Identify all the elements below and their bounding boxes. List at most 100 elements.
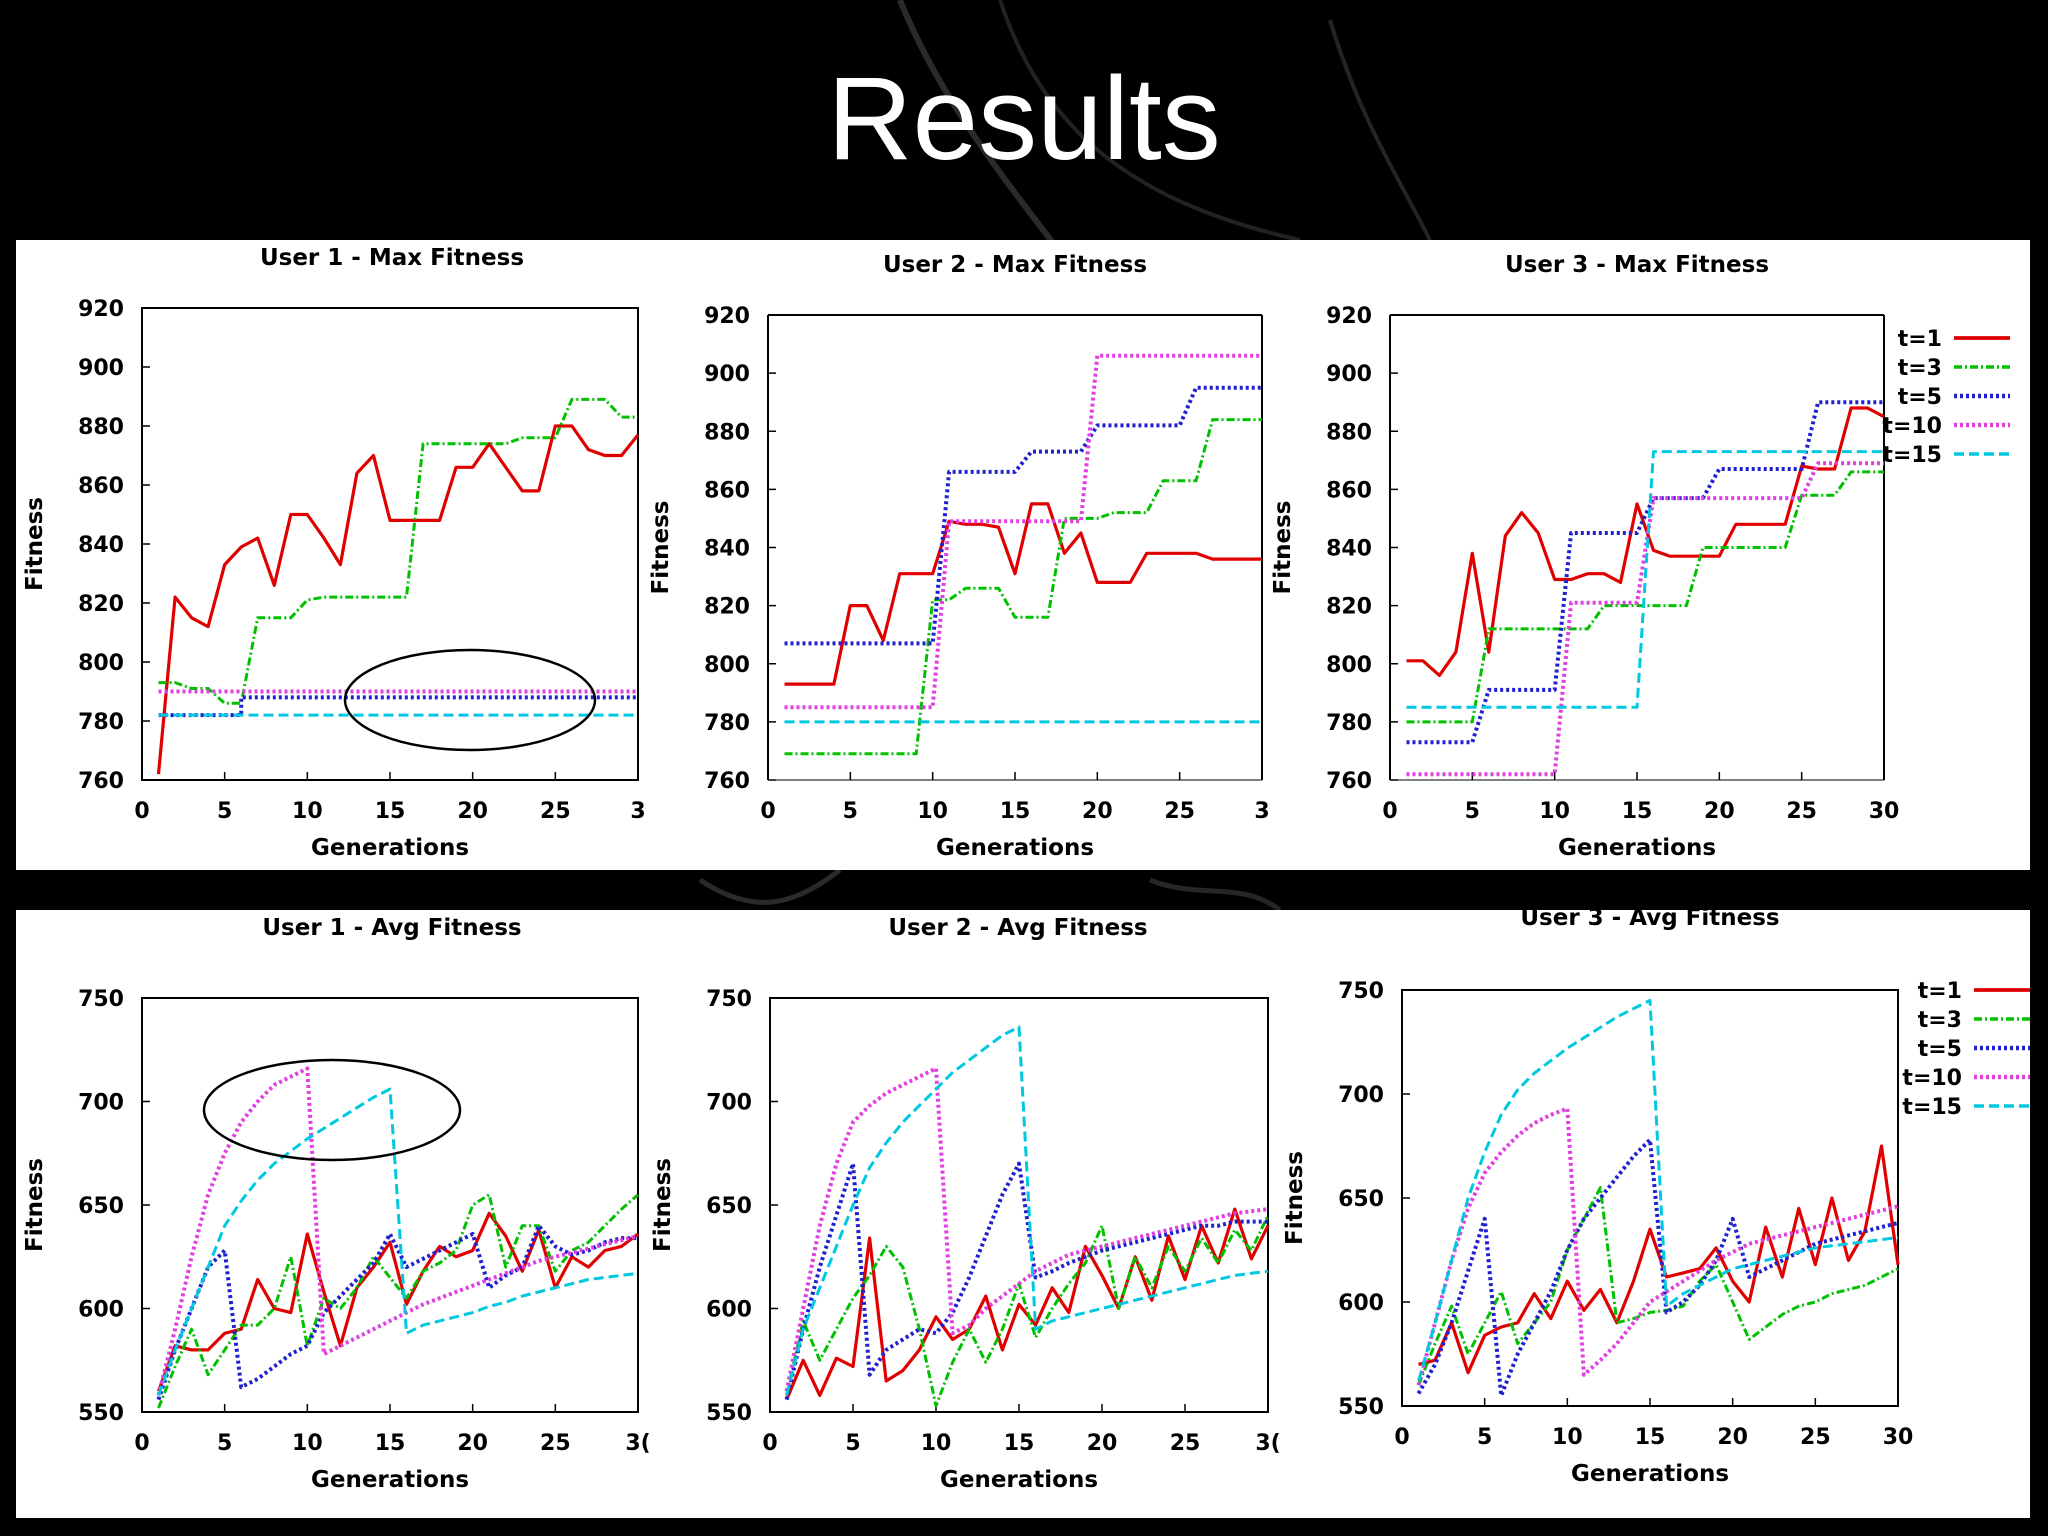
x-tick-label: 10 xyxy=(292,799,323,824)
y-tick-label: 600 xyxy=(706,1298,752,1323)
slide-title: Results xyxy=(827,53,1221,185)
x-axis-label: Generations xyxy=(311,835,469,861)
y-tick-label: 750 xyxy=(78,987,124,1012)
x-tick-label: 10 xyxy=(292,1431,323,1456)
series-line-5 xyxy=(785,1025,1269,1396)
x-tick-label: 10 xyxy=(1539,799,1570,824)
y-tick-label: 920 xyxy=(704,304,750,329)
x-tick-label: 5 xyxy=(217,1431,232,1456)
y-tick-label: 920 xyxy=(78,297,124,322)
x-tick-label: 3( xyxy=(1255,1431,1280,1456)
y-tick-label: 880 xyxy=(704,420,750,445)
y-tick-label: 840 xyxy=(704,537,750,562)
x-tick-label: 0 xyxy=(760,799,775,824)
y-tick-label: 650 xyxy=(78,1194,124,1219)
y-tick-label: 750 xyxy=(706,987,752,1012)
series-line-5 xyxy=(1406,450,1884,709)
x-axis-label: Generations xyxy=(1558,835,1716,861)
y-tick-label: 800 xyxy=(704,653,750,678)
y-tick-label: 920 xyxy=(1326,304,1372,329)
y-tick-label: 780 xyxy=(1326,711,1372,736)
y-axis-label: Fitness xyxy=(1270,501,1296,595)
x-axis-label: Generations xyxy=(940,1467,1098,1493)
x-tick-label: 25 xyxy=(1786,799,1817,824)
y-tick-label: 700 xyxy=(706,1091,752,1116)
legend-label: t=15 xyxy=(1882,443,1942,468)
y-tick-label: 820 xyxy=(78,592,124,617)
series-line-4 xyxy=(784,353,1262,710)
plot-frame xyxy=(769,997,1269,1413)
y-axis-label: Fitness xyxy=(650,1158,676,1252)
legend-label: t=10 xyxy=(1882,414,1942,439)
series-line-3 xyxy=(784,1161,1268,1401)
x-tick-label: 15 xyxy=(1622,799,1653,824)
y-axis-label: Fitness xyxy=(22,497,48,591)
y-tick-label: 550 xyxy=(78,1401,124,1426)
series-line-3 xyxy=(1416,1137,1899,1398)
legend-label: t=5 xyxy=(1918,1037,1962,1062)
series-line-2 xyxy=(1406,470,1884,724)
y-tick-label: 800 xyxy=(78,651,124,676)
x-tick-label: 3 xyxy=(1254,799,1269,824)
series-line-5 xyxy=(157,1087,639,1396)
series-line-2 xyxy=(1417,1186,1899,1386)
y-tick-label: 550 xyxy=(1338,1395,1384,1420)
series-line-3 xyxy=(158,695,638,718)
x-tick-label: 0 xyxy=(134,1431,149,1456)
y-tick-label: 600 xyxy=(78,1298,124,1323)
y-tick-label: 820 xyxy=(1326,595,1372,620)
x-axis-label: Generations xyxy=(936,835,1094,861)
series-line-4 xyxy=(156,1066,639,1396)
x-tick-label: 10 xyxy=(1552,1425,1583,1450)
y-tick-label: 900 xyxy=(78,356,124,381)
x-tick-label: 20 xyxy=(1704,799,1735,824)
legend-label: t=15 xyxy=(1902,1095,1962,1120)
chart-title: User 2 - Avg Fitness xyxy=(888,915,1147,941)
x-tick-label: 15 xyxy=(1635,1425,1666,1450)
x-tick-label: 5 xyxy=(217,799,232,824)
plot-frame xyxy=(1401,989,1899,1407)
x-tick-label: 20 xyxy=(457,799,488,824)
x-tick-label: 30 xyxy=(1883,1425,1914,1450)
series-line-3 xyxy=(784,385,1262,646)
legend-label: t=3 xyxy=(1898,356,1942,381)
x-axis-label: Generations xyxy=(311,1467,469,1493)
chart-title: User 1 - Avg Fitness xyxy=(262,915,521,941)
x-tick-label: 25 xyxy=(1800,1425,1831,1450)
series-line-1 xyxy=(1406,406,1885,678)
y-tick-label: 880 xyxy=(78,415,124,440)
x-tick-label: 3( xyxy=(625,1431,650,1456)
x-tick-label: 0 xyxy=(762,1431,777,1456)
y-tick-label: 550 xyxy=(706,1401,752,1426)
x-tick-label: 5 xyxy=(845,1431,860,1456)
legend-label: t=5 xyxy=(1898,385,1942,410)
y-axis-label: Fitness xyxy=(648,501,674,595)
x-tick-label: 20 xyxy=(1717,1425,1748,1450)
y-tick-label: 900 xyxy=(1326,362,1372,387)
series-line-2 xyxy=(158,397,638,705)
y-tick-label: 860 xyxy=(78,474,124,499)
series-line-1 xyxy=(1418,1144,1900,1375)
series-line-2 xyxy=(157,1193,639,1409)
x-tick-label: 5 xyxy=(1465,799,1480,824)
y-tick-label: 760 xyxy=(1326,769,1372,794)
y-axis-label: Fitness xyxy=(1282,1151,1308,1245)
chart-title: User 3 - Avg Fitness xyxy=(1520,905,1779,931)
chart-1: User 1 - Max Fitness Generations Fitness 0 5… xyxy=(22,245,646,861)
y-tick-label: 800 xyxy=(1326,653,1372,678)
chart-title: User 1 - Max Fitness xyxy=(260,245,524,271)
x-tick-label: 0 xyxy=(1394,1425,1409,1450)
y-tick-label: 760 xyxy=(704,769,750,794)
x-tick-label: 3 xyxy=(630,799,645,824)
y-tick-label: 700 xyxy=(1338,1083,1384,1108)
legend-label: t=3 xyxy=(1918,1008,1962,1033)
legend-label: t=10 xyxy=(1902,1066,1962,1091)
y-tick-label: 860 xyxy=(704,478,750,503)
chart-title: User 2 - Max Fitness xyxy=(883,252,1147,278)
series-line-2 xyxy=(785,1214,1270,1408)
x-tick-label: 0 xyxy=(134,799,149,824)
y-tick-label: 700 xyxy=(78,1091,124,1116)
